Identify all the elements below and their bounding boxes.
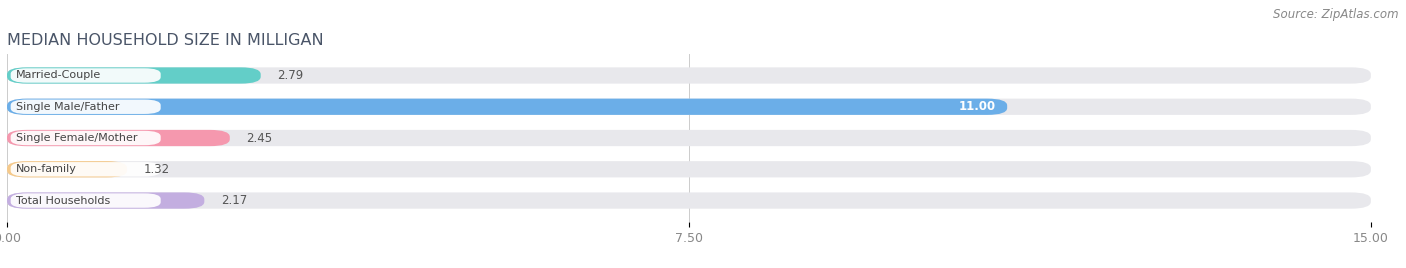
Text: Single Male/Father: Single Male/Father [15,102,120,112]
FancyBboxPatch shape [7,192,1371,209]
FancyBboxPatch shape [7,130,229,146]
Text: Single Female/Mother: Single Female/Mother [15,133,138,143]
FancyBboxPatch shape [11,68,160,83]
FancyBboxPatch shape [7,192,204,209]
FancyBboxPatch shape [7,161,127,177]
Text: Source: ZipAtlas.com: Source: ZipAtlas.com [1274,8,1399,21]
FancyBboxPatch shape [7,99,1371,115]
FancyBboxPatch shape [11,193,160,208]
Text: 11.00: 11.00 [959,100,997,113]
FancyBboxPatch shape [7,130,1371,146]
FancyBboxPatch shape [11,100,160,114]
FancyBboxPatch shape [7,99,1007,115]
FancyBboxPatch shape [11,131,160,145]
Text: Total Households: Total Households [15,196,111,206]
Text: Non-family: Non-family [15,164,77,174]
FancyBboxPatch shape [7,67,1371,84]
Text: 2.17: 2.17 [221,194,247,207]
FancyBboxPatch shape [7,67,260,84]
FancyBboxPatch shape [7,161,1371,177]
Text: 2.45: 2.45 [246,132,273,144]
Text: 1.32: 1.32 [143,163,170,176]
Text: MEDIAN HOUSEHOLD SIZE IN MILLIGAN: MEDIAN HOUSEHOLD SIZE IN MILLIGAN [7,33,323,48]
FancyBboxPatch shape [11,162,160,176]
Text: Married-Couple: Married-Couple [15,70,101,80]
Text: 2.79: 2.79 [277,69,304,82]
